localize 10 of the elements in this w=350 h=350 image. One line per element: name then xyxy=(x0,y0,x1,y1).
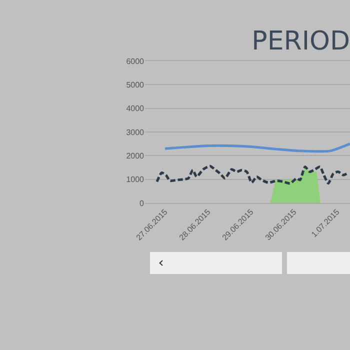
y-tick-label: 1000 xyxy=(126,175,145,184)
y-tick-label: 0 xyxy=(140,198,145,208)
y-tick-label: 5000 xyxy=(126,80,145,90)
y-tick-label: 4000 xyxy=(126,104,145,114)
chart-title: PERIOD xyxy=(252,26,350,56)
line-series xyxy=(164,142,350,153)
y-tick-label: 3000 xyxy=(126,128,145,137)
y-tick-label: 6000 xyxy=(126,56,145,66)
y-tick-label: 2000 xyxy=(126,151,145,160)
line-series xyxy=(156,164,350,185)
